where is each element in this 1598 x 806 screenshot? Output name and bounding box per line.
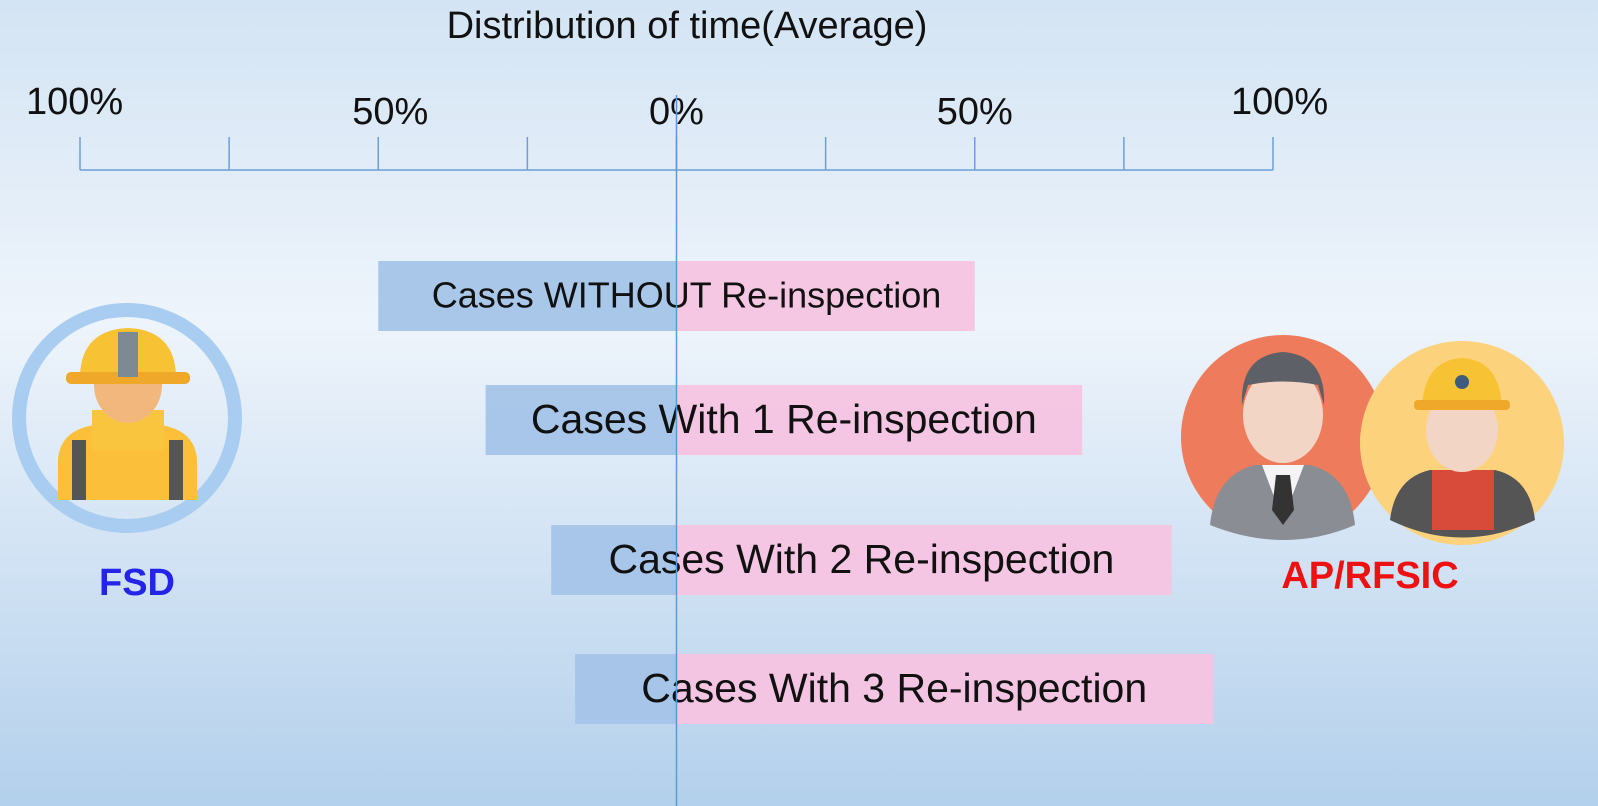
bar <box>676 654 1214 724</box>
x-tick-label: 50% <box>352 91 428 133</box>
bar <box>551 525 677 595</box>
legend-label: FSD <box>99 562 175 604</box>
bar <box>676 385 1083 455</box>
x-tick-label: 100% <box>1231 81 1328 123</box>
ap-rfsic-icon <box>1181 335 1564 545</box>
bar <box>676 525 1172 595</box>
category-label: Cases WITHOUT Re-inspection <box>432 275 941 316</box>
x-tick-label: 100% <box>26 81 123 123</box>
bar <box>575 654 677 724</box>
chart-title: Distribution of time(Average) <box>447 5 928 47</box>
fsd-icon <box>12 303 242 533</box>
bar <box>485 385 677 455</box>
bar <box>378 261 677 331</box>
category-label: Cases With 3 Re-inspection <box>641 665 1147 711</box>
legend-label: AP/RFSIC <box>1281 555 1458 597</box>
category-label: Cases With 2 Re-inspection <box>608 536 1114 582</box>
bar <box>676 261 975 331</box>
x-tick-label: 50% <box>937 91 1013 133</box>
category-label: Cases With 1 Re-inspection <box>531 396 1037 442</box>
